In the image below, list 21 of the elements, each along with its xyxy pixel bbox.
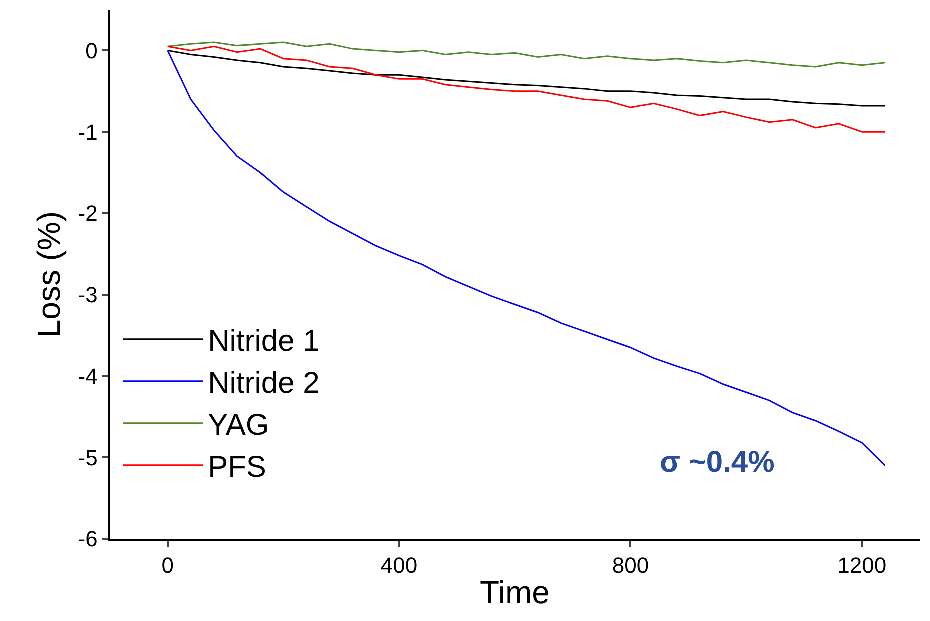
x-axis-title: Time bbox=[480, 574, 550, 611]
x-tick-label: 800 bbox=[612, 553, 650, 578]
legend-label: Nitride 1 bbox=[208, 325, 320, 358]
y-tick-label: -4 bbox=[78, 364, 98, 389]
y-tick-label: -6 bbox=[78, 526, 98, 552]
y-tick-label: -5 bbox=[78, 445, 98, 470]
annotation: σ ~0.4% bbox=[660, 446, 775, 479]
y-tick-label: -3 bbox=[78, 282, 98, 308]
x-tick-label: 1200 bbox=[838, 553, 887, 578]
y-tick-label: 0 bbox=[86, 38, 98, 64]
line-series bbox=[167, 42, 886, 68]
line-series bbox=[167, 50, 886, 107]
y-axis-title: Loss (%) bbox=[31, 211, 68, 338]
x-tick-label: 400 bbox=[380, 553, 418, 578]
legend-label: YAG bbox=[208, 409, 270, 442]
y-tick-label: -1 bbox=[78, 120, 98, 145]
y-tick-label: -2 bbox=[78, 201, 98, 226]
legend-label: PFS bbox=[208, 451, 266, 484]
x-tick-label: 0 bbox=[162, 553, 174, 578]
line-series bbox=[167, 46, 886, 133]
legend-label: Nitride 2 bbox=[208, 367, 320, 400]
